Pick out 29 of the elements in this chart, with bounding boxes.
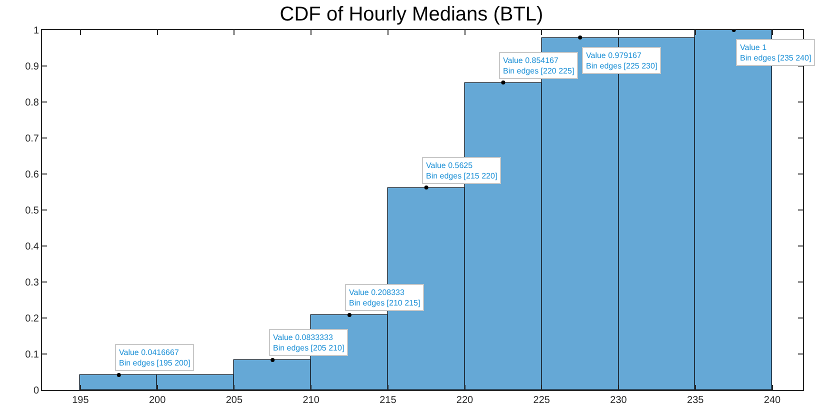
annotation: Value 1 Bin edges [235 240] bbox=[740, 43, 812, 62]
y-tick-label: 1 bbox=[33, 26, 40, 36]
x-tick-label: 200 bbox=[148, 395, 166, 406]
chart-title: CDF of Hourly Medians (BTL) bbox=[280, 3, 544, 26]
x-tick-label: 240 bbox=[764, 395, 782, 406]
annotation: Value 0.5625 Bin edges [215 220] bbox=[426, 161, 498, 180]
x-tick-label: 235 bbox=[687, 395, 704, 406]
y-tick-label: 0.4 bbox=[25, 242, 40, 252]
y-tick-label: 0.6 bbox=[25, 170, 40, 180]
x-tick-label: 225 bbox=[533, 395, 550, 406]
x-tick-label: 230 bbox=[610, 395, 628, 406]
y-tick-label: 0.5 bbox=[25, 206, 40, 216]
x-tick-label: 195 bbox=[72, 395, 90, 406]
x-tick-label: 205 bbox=[226, 395, 243, 406]
y-tick-label: 0.1 bbox=[25, 350, 40, 360]
y-tick-label: 0.9 bbox=[25, 62, 40, 72]
annotation: Value 0.0833333 Bin edges [205 210] bbox=[273, 333, 344, 352]
y-tick-label: 0.2 bbox=[25, 314, 40, 324]
y-tick-label: 0 bbox=[33, 386, 40, 396]
x-tick-label: 215 bbox=[380, 395, 397, 406]
y-tick-label: 0.3 bbox=[25, 278, 40, 288]
x-tick-label: 220 bbox=[456, 395, 474, 406]
annotation: Value 0.208333 Bin edges [210 215] bbox=[349, 288, 420, 308]
x-tick-label: 210 bbox=[302, 395, 320, 406]
y-tick-label: 0.8 bbox=[25, 98, 40, 108]
y-tick-label: 0.7 bbox=[25, 134, 40, 144]
annotation: Value 0.854167 Bin edges [220 225] bbox=[503, 56, 574, 76]
annotation: Value 0.0416667 Bin edges [195 200] bbox=[119, 348, 190, 368]
annotation: Value 0.979167 Bin edges [225 230] bbox=[586, 51, 658, 70]
